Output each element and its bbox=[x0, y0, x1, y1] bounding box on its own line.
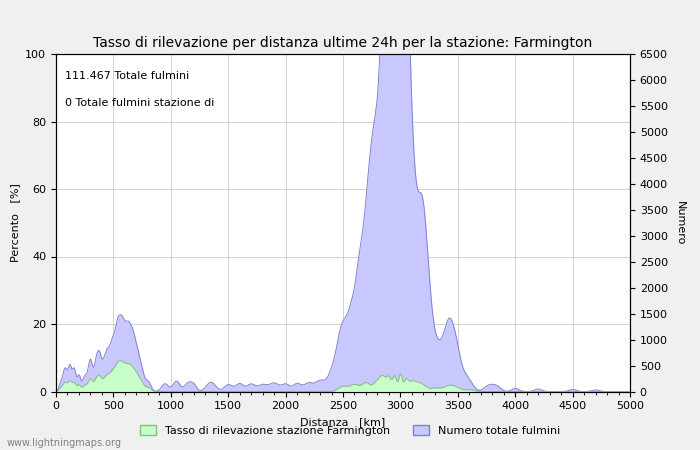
Legend: Tasso di rilevazione stazione Farmington, Numero totale fulmini: Tasso di rilevazione stazione Farmington… bbox=[135, 420, 565, 440]
X-axis label: Distanza   [km]: Distanza [km] bbox=[300, 417, 386, 427]
Text: 111.467 Totale fulmini: 111.467 Totale fulmini bbox=[64, 71, 189, 81]
Y-axis label: Numero: Numero bbox=[675, 201, 685, 245]
Y-axis label: Percento   [%]: Percento [%] bbox=[10, 183, 20, 262]
Title: Tasso di rilevazione per distanza ultime 24h per la stazione: Farmington: Tasso di rilevazione per distanza ultime… bbox=[93, 36, 593, 50]
Text: www.lightningmaps.org: www.lightningmaps.org bbox=[7, 438, 122, 448]
Text: 0 Totale fulmini stazione di: 0 Totale fulmini stazione di bbox=[64, 98, 214, 108]
